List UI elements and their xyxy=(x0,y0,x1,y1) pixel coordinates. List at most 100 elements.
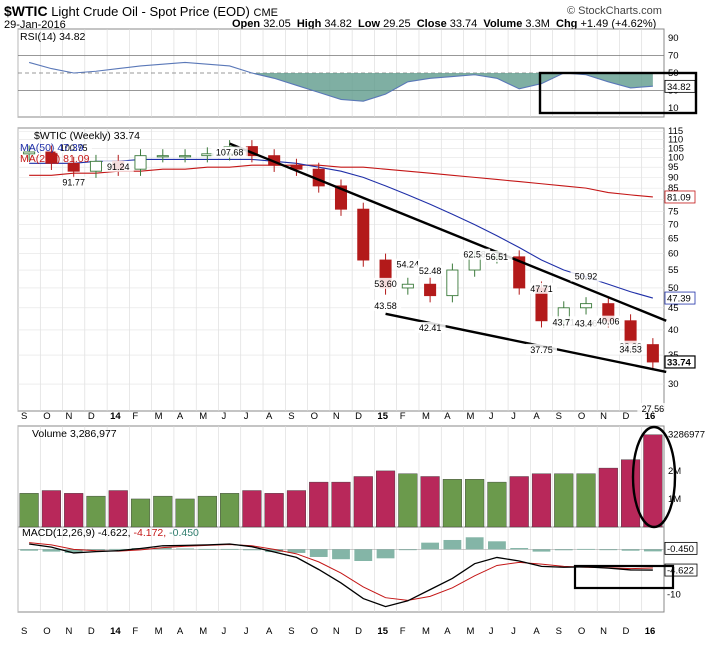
macd-tick-label: -0.450 xyxy=(667,544,694,555)
price-candle xyxy=(134,155,147,170)
macd-histogram-bar xyxy=(465,537,484,550)
volume-bar xyxy=(487,481,507,528)
x-tick-label: D xyxy=(355,626,362,637)
volume-bar xyxy=(576,473,596,528)
volume-bar xyxy=(197,495,217,528)
x-tick-label: O xyxy=(578,626,585,637)
macd-histogram-bar xyxy=(332,549,350,560)
price-annotation-bg xyxy=(211,146,248,158)
x-tick-label: 15 xyxy=(377,626,388,637)
x-tick-label: M xyxy=(199,626,207,637)
price-candle xyxy=(401,283,414,289)
price-tick-label: 90 xyxy=(668,172,679,183)
volume-bar xyxy=(309,481,329,528)
macd-histogram-bar xyxy=(421,542,440,550)
macd-histogram-bar xyxy=(510,548,529,550)
x-tick-label: J xyxy=(221,411,226,422)
x-tick-label: 14 xyxy=(110,626,121,637)
x-tick-label: 16 xyxy=(645,411,656,422)
x-tick-label: N xyxy=(600,626,607,637)
price-tick-label: 30 xyxy=(668,379,679,390)
x-tick-label: M xyxy=(422,411,430,422)
macd-histogram-bar xyxy=(621,549,640,551)
x-tick-label: D xyxy=(622,411,629,422)
price-candle xyxy=(424,283,437,297)
price-candle xyxy=(45,151,58,164)
price-annotation: 53.60 xyxy=(374,279,397,289)
price-annotation-bg xyxy=(592,315,624,327)
macd-histogram-bar xyxy=(64,549,83,553)
x-tick-label: A xyxy=(266,411,273,422)
brand-watermark: © StockCharts.com xyxy=(567,5,662,17)
macd-histogram-bar xyxy=(109,548,128,550)
volume-bar xyxy=(242,490,262,528)
price-stats: Open 32.05 High 34.82 Low 29.25 Close 33… xyxy=(232,18,656,30)
price-tick-label: 105 xyxy=(668,143,684,154)
volume-bar xyxy=(130,498,151,528)
price-annotation: 91.77 xyxy=(62,178,85,188)
price-tick-label: 115 xyxy=(668,126,683,137)
volume-bar xyxy=(554,473,574,528)
price-candle xyxy=(357,208,370,261)
x-tick-label: A xyxy=(177,411,184,422)
price-annotation: 43.71 xyxy=(552,317,575,327)
x-tick-label: O xyxy=(311,626,318,637)
macd-histogram-bar xyxy=(242,549,261,551)
open-value: 32.05 xyxy=(263,18,291,30)
high-value: 34.82 xyxy=(324,18,352,30)
x-tick-label: M xyxy=(199,411,207,422)
volume-tick-label: 1M xyxy=(668,494,681,505)
x-tick-label: A xyxy=(533,411,540,422)
volume-bar xyxy=(220,493,240,528)
x-tick-label: F xyxy=(400,411,406,422)
volume-bar xyxy=(442,479,462,528)
rsi-oversold-fill xyxy=(29,73,653,102)
price-candle xyxy=(446,269,459,297)
volume-bar xyxy=(264,493,284,528)
volume-bar xyxy=(398,473,418,528)
rsi-last-value: 34.82 xyxy=(667,82,691,93)
last-value-close: 33.74 xyxy=(667,357,691,368)
price-annotation: 40.06 xyxy=(597,317,620,327)
price-tick-label: 95 xyxy=(668,162,679,173)
price-tick-label: 55 xyxy=(668,265,679,276)
x-tick-label: J xyxy=(244,626,249,637)
price-tick-label: 75 xyxy=(668,207,679,218)
price-annotation-bg xyxy=(570,270,602,282)
x-tick-label: M xyxy=(155,411,163,422)
macd-histogram-bar xyxy=(577,548,595,550)
x-tick-label: S xyxy=(556,626,562,637)
volume-bar xyxy=(153,495,173,528)
price-annotation: 62.58 xyxy=(463,250,486,260)
price-annotation-bg xyxy=(392,258,424,270)
price-legend: $WTIC (Weekly) 33.74 xyxy=(34,130,140,142)
chart-date: 29-Jan-2016 xyxy=(4,19,66,31)
macd-histogram-bar xyxy=(488,541,506,550)
price-candle xyxy=(513,256,526,289)
macd-histogram-bar xyxy=(20,549,39,551)
price-candle xyxy=(156,155,169,158)
x-tick-label: D xyxy=(88,626,95,637)
x-tick-label: N xyxy=(333,411,340,422)
rsi-highlight-box xyxy=(538,71,698,115)
x-tick-label: O xyxy=(43,626,50,637)
instrument-name: Light Crude Oil - Spot Price (EOD) xyxy=(51,4,250,19)
price-annotation: 56.51 xyxy=(486,252,509,262)
rsi-tick-label: 10 xyxy=(668,103,679,114)
macd-signal-line xyxy=(29,542,653,601)
change-value: +1.49 (+4.62%) xyxy=(580,18,657,30)
price-annotation-bg xyxy=(102,160,134,172)
price-annotation: 50.92 xyxy=(575,272,598,282)
volume-bar xyxy=(598,467,618,528)
macd-histogram-bar xyxy=(599,549,618,551)
price-tick-label: 40 xyxy=(668,325,679,336)
price-annotation: 43.58 xyxy=(374,301,397,311)
price-annotation: 100.75 xyxy=(60,143,88,153)
price-annotation: 52.48 xyxy=(419,266,442,276)
macd-frame xyxy=(17,526,665,613)
macd-histogram-bar xyxy=(265,549,284,553)
price-annotation: 91.24 xyxy=(107,162,130,172)
macd-histogram-bar xyxy=(398,549,417,551)
